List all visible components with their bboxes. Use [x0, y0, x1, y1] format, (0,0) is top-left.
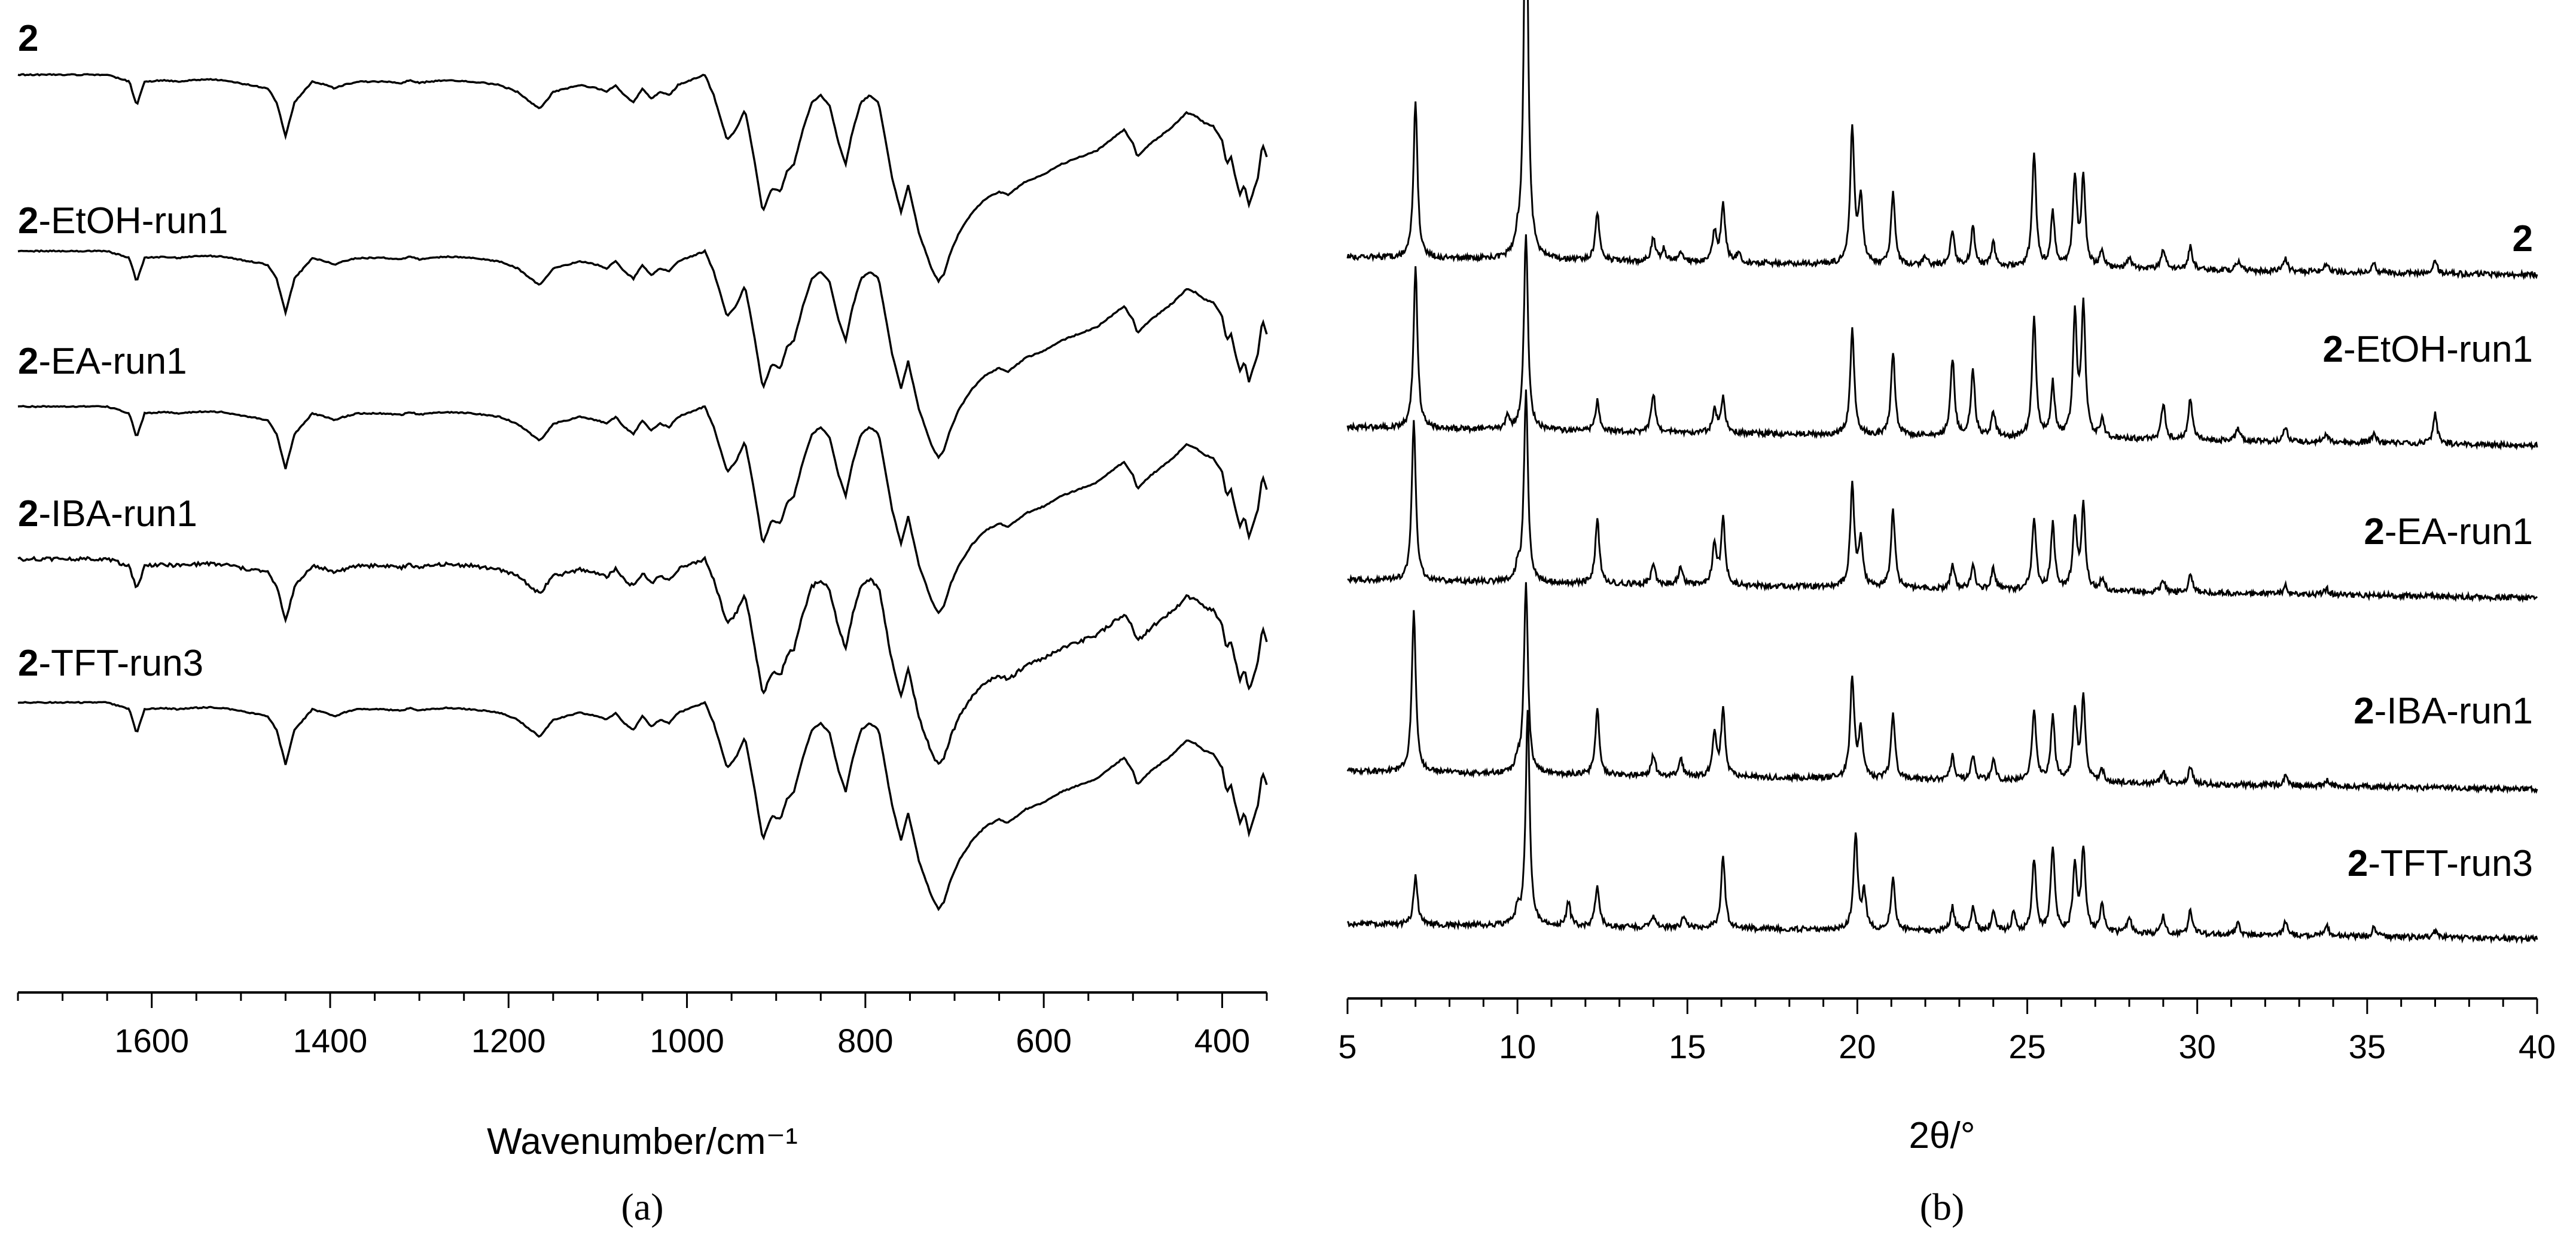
xrd-trace — [1346, 0, 2538, 280]
xrd-series-group — [1346, 0, 2538, 945]
ir-x-axis-title: Wavenumber/cm⁻¹ — [487, 1121, 798, 1162]
xrd-panel: 5 10 15 20 25 30 35 40 22-EtOH-run12-EA-run12-I… — [1338, 0, 2556, 1228]
xrd-series-label-condition: -EtOH-run1 — [2343, 329, 2533, 370]
xrd-series-label: 2-TFT-run3 — [2348, 843, 2533, 884]
xrd-trace — [1346, 234, 2538, 451]
xrd-x-ticks — [1346, 998, 2538, 1014]
ir-tick-label: 1400 — [293, 1022, 368, 1059]
xrd-series-label-compound: 2 — [2348, 843, 2368, 884]
xrd-trace — [1347, 389, 2538, 603]
xrd-series-labels: 22-EtOH-run12-EA-run12-IBA-run12-TFT-run… — [2323, 218, 2533, 884]
ir-series-label-condition: -TFT-run3 — [38, 643, 203, 684]
ir-series-label-condition: -IBA-run1 — [38, 493, 197, 534]
xrd-series-label: 2 — [2513, 218, 2533, 259]
ir-trace — [17, 249, 1268, 460]
xrd-tick-label: 30 — [2179, 1028, 2216, 1065]
xrd-series-label-compound: 2 — [2364, 511, 2384, 552]
ir-x-tick-labels: 1600 1400 1200 1000 800 600 400 — [114, 1022, 1250, 1059]
xrd-series-label: 2-IBA-run1 — [2354, 691, 2533, 732]
ir-tick-label: 1600 — [114, 1022, 189, 1059]
ir-series-label: 2-TFT-run3 — [18, 643, 203, 684]
ir-panel: 1600 1400 1200 1000 800 600 400 22-EtOH-run12-… — [17, 18, 1268, 1228]
xrd-panel-label: (b) — [1920, 1186, 1965, 1228]
ir-x-ticks — [17, 992, 1268, 1008]
ir-trace — [17, 701, 1268, 912]
xrd-tick-label: 40 — [2519, 1028, 2556, 1065]
xrd-tick-label: 5 — [1338, 1028, 1356, 1065]
xrd-tick-label: 15 — [1669, 1028, 1706, 1065]
ir-series-label-compound: 2 — [18, 493, 38, 534]
xrd-trace — [1346, 582, 2538, 795]
ir-tick-label: 600 — [1016, 1022, 1071, 1059]
ir-tick-label: 1200 — [471, 1022, 546, 1059]
xrd-series-label: 2-EtOH-run1 — [2323, 329, 2533, 370]
xrd-tick-label: 35 — [2349, 1028, 2386, 1065]
ir-series-label-compound: 2 — [18, 18, 38, 59]
xrd-series-label-compound: 2 — [2323, 329, 2343, 370]
xrd-series-label-compound: 2 — [2354, 691, 2374, 732]
xrd-x-axis-title: 2θ/° — [1909, 1115, 1976, 1156]
ir-tick-label: 1000 — [650, 1022, 724, 1059]
xrd-trace — [1346, 710, 2538, 945]
ir-series-label-compound: 2 — [18, 643, 38, 684]
xrd-x-tick-labels: 5 10 15 20 25 30 35 40 — [1338, 1028, 2556, 1065]
ir-series-label-compound: 2 — [18, 200, 38, 242]
ir-trace — [17, 555, 1268, 765]
xrd-tick-label: 20 — [1839, 1028, 1876, 1065]
ir-series-label: 2-IBA-run1 — [18, 493, 197, 534]
xrd-series-label-compound: 2 — [2513, 218, 2533, 259]
xrd-series-label: 2-EA-run1 — [2364, 511, 2533, 552]
xrd-tick-label: 25 — [2008, 1028, 2045, 1065]
ir-series-label-compound: 2 — [18, 341, 38, 382]
ir-series-group — [17, 73, 1268, 912]
ir-series-label-condition: -EtOH-run1 — [38, 200, 228, 242]
ir-series-label-condition: -EA-run1 — [38, 341, 187, 382]
ir-series-label: 2-EA-run1 — [18, 341, 187, 382]
xrd-series-label-condition: -TFT-run3 — [2368, 843, 2533, 884]
ir-series-labels: 22-EtOH-run12-EA-run12-IBA-run12-TFT-run… — [18, 18, 228, 684]
ir-tick-label: 400 — [1194, 1022, 1250, 1059]
ir-tick-label: 800 — [837, 1022, 893, 1059]
ir-trace — [17, 73, 1268, 284]
ir-trace — [17, 405, 1268, 615]
ir-series-label: 2-EtOH-run1 — [18, 200, 228, 242]
xrd-series-label-condition: -EA-run1 — [2385, 511, 2533, 552]
xrd-series-label-condition: -IBA-run1 — [2374, 691, 2533, 732]
ir-series-label: 2 — [18, 18, 38, 59]
ir-panel-label: (a) — [621, 1186, 663, 1228]
xrd-tick-label: 10 — [1499, 1028, 1536, 1065]
